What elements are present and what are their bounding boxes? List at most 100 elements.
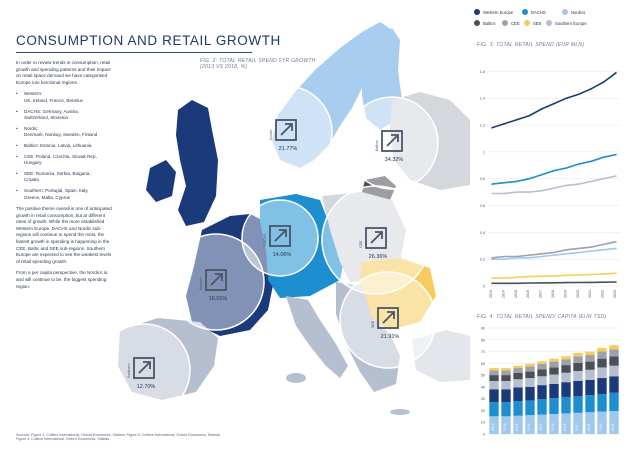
bar-segment-western-europe [501,389,511,403]
x-tick-label: 2018 [551,423,555,431]
bar-segment-nordics [501,416,511,434]
x-tick-label: 2023 [613,290,617,298]
x-tick-label: 2022 [601,290,605,298]
legend-item: Baltics [474,20,495,26]
data-point [540,253,543,255]
data-point [590,273,592,276]
data-point [528,191,530,193]
bar-segment-see [549,358,559,362]
bubble-value: 12.70% [137,384,156,390]
bubble-value: 21.91% [381,334,400,340]
bar-segment-southern-europe [597,367,607,379]
legend-label: SEE [533,20,542,26]
arrow-icon [138,361,151,374]
x-tick-label: 2021 [587,423,591,431]
bar-segment-baltics [573,362,583,371]
data-point [540,255,543,258]
data-point [578,251,580,254]
bar-segment-baltics [489,375,499,381]
bar-segment-nordics [585,412,595,434]
data-point [615,71,617,74]
data-point [565,274,568,277]
intro-paragraph-1: In order to review trends in consumption… [16,60,111,85]
bar-segment-western-europe [573,381,583,397]
region-item: Baltics: Estonia, Latvia, Lithuania [16,143,112,150]
region-name: Baltics: Estonia, Latvia, Lithuania [24,142,92,148]
fig4-title: FIG. 4: TOTAL RETAIL SPEND/ CAPITA (EUR … [477,314,607,320]
data-point [602,281,605,284]
y-tick-label: 0.2 [480,258,485,262]
y-tick-label: 1.4 [480,97,485,101]
legend-item: CEE [502,20,520,26]
bubble-value: 21.77% [279,146,298,152]
bar-chart: 0 10 20 30 40 50 60 70 80 90 2013 2014 2015 2016 2017 2… [481,327,620,437]
bar-segment-baltics [537,369,547,377]
bar-segment-cee [537,363,547,370]
region-item: CEE: Poland, Czechia, Slovak Rep,Hungary [16,154,112,167]
data-point [553,281,555,284]
data-point [516,255,518,258]
x-tick-label: 2017 [539,290,543,298]
bar-segment-dachs [561,396,571,414]
bar-segment-cee [597,351,607,359]
bubble-region-label: Nordic [269,129,273,140]
data-point [503,258,506,260]
data-point [615,247,617,250]
legend-swatch [474,9,480,15]
data-point [565,248,568,251]
bar-segment-dachs [501,402,511,417]
bar-segment-southern-europe [561,372,571,383]
data-point [590,250,592,252]
map-region-baltics [390,92,470,190]
bubble-region-label: DACHS [263,233,267,246]
bar-segment-nordics [537,414,547,434]
data-point [540,173,543,176]
x-tick-label: 2013 [491,423,495,431]
map-region-cee [322,192,406,282]
bar-segment-cee [585,355,595,362]
data-point [578,183,580,185]
legend-label: Southern Europe [555,20,587,26]
map-region-western [186,214,274,336]
bar-segment-see [501,368,511,371]
bubble-region-label: Southern [127,363,131,378]
region-countries: Hungary [24,160,42,166]
bar-segment-cee [549,361,559,368]
data-point [516,282,518,285]
line-chart: 0 0.2 0.4 0.6 0.8 1 1.2 1.4 1.6 2013 2014 2015 2016 2… [480,70,620,298]
data-point [602,248,605,251]
map-island [286,373,306,383]
data-point [503,277,506,279]
region-countries: UK, Ireland, France, Benelux [24,97,83,103]
region-countries: Croatia [24,177,39,183]
bubble-nordic: 21.77% Nordic [239,85,333,179]
bar-segment-southern-europe [537,376,547,386]
bubble-circle [100,323,191,417]
legend-swatch [502,20,508,26]
growth-arrow-icon [269,225,291,247]
legend-swatch [474,20,480,26]
bar-segment-see [489,368,499,371]
map-region-turkey [412,330,470,382]
legend-label: DACHS [531,9,546,15]
bar-segment-dachs [489,402,499,417]
x-tick-label: 2016 [526,290,530,298]
data-point [590,180,592,183]
bubble-dachs: 14.06% DACHS [241,199,319,277]
region-item: Nordic:Denmark, Norway, Sweden, Finland [16,126,112,139]
sources-note: Sources: Figure 2: Colliers Internationa… [16,433,316,442]
bubble-region-label: Baltics [375,140,379,151]
bar-segment-western-europe [561,382,571,397]
data-point [528,257,530,259]
data-point [565,253,568,255]
bubble-circle [239,85,333,179]
series-line-nordics [492,247,617,260]
arrow-icon [370,231,383,244]
y-tick-label: 60 [481,362,485,366]
intro-paragraph-2: The positive theme overall is one of ant… [16,206,112,264]
y-tick-label: 50 [481,374,485,378]
arrow-icon [280,123,293,136]
map-region-nordic [272,22,392,168]
map-figure-label: FIG. 2: TOTAL RETAIL SPEND 5YR GROWTH (2… [200,58,316,70]
bar-segment-nordics [597,411,607,434]
